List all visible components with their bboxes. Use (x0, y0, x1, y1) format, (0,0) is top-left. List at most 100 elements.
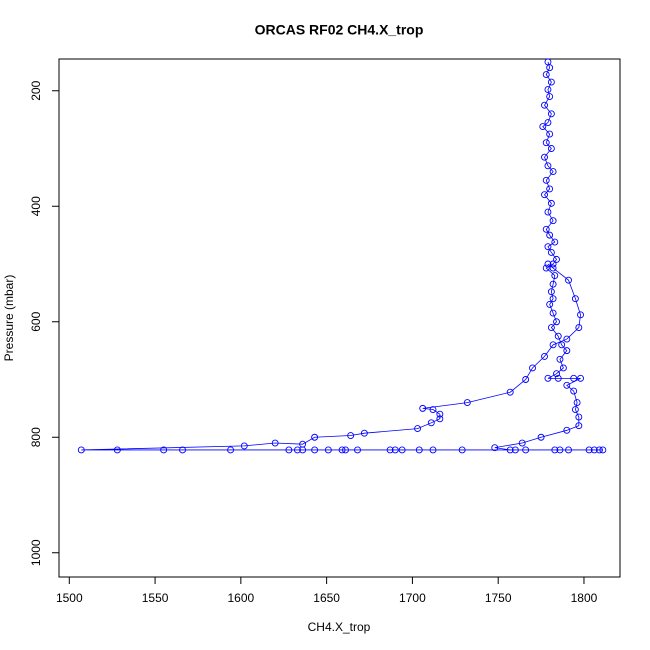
data-point (271, 439, 279, 447)
data-point (541, 153, 548, 161)
data-point (546, 185, 554, 193)
y-tick-label: 200 (29, 80, 43, 100)
data-point (436, 415, 444, 423)
y-axis-label: Pressure (mbar) (2, 275, 16, 362)
data-point (565, 446, 572, 454)
data-point (542, 71, 550, 79)
y-tick-label: 600 (29, 311, 43, 331)
data-point (546, 300, 554, 308)
data-point (491, 444, 499, 452)
data-point (547, 249, 555, 256)
data-point (429, 406, 437, 413)
data-point (227, 446, 235, 454)
x-tick-label: 1800 (571, 591, 598, 605)
data-point (547, 288, 555, 296)
data-point (414, 425, 422, 433)
data-point (294, 446, 301, 454)
data-point (590, 446, 598, 454)
y-tick-label: 800 (29, 427, 43, 447)
data-point (542, 176, 550, 184)
data-point (285, 446, 293, 454)
data-point (553, 255, 560, 263)
data-point (311, 446, 319, 454)
data-point (551, 272, 559, 280)
data-point (518, 439, 526, 447)
data-point (570, 387, 578, 395)
data-point (544, 162, 552, 170)
data-point (575, 422, 583, 430)
data-point (563, 335, 571, 343)
y-tick-label: 400 (29, 196, 43, 216)
data-point (311, 433, 319, 441)
data-point (595, 446, 603, 454)
data-point (554, 374, 562, 382)
data-point (436, 410, 444, 418)
data-point (77, 446, 85, 454)
data-point (553, 318, 560, 326)
plot-frame (58, 58, 621, 578)
data-point (542, 264, 550, 272)
data-point (547, 199, 555, 207)
x-tick-label: 1500 (56, 591, 83, 605)
data-point (547, 145, 555, 152)
data-point (347, 432, 355, 439)
data-point (544, 374, 552, 382)
data-point (541, 101, 548, 109)
data-point (549, 264, 557, 272)
data-point (547, 78, 555, 86)
data-point (419, 404, 427, 412)
data-point (240, 442, 248, 450)
data-point (585, 446, 593, 454)
data-point (575, 413, 583, 421)
data-point (544, 260, 552, 268)
data-point (563, 347, 571, 355)
chart-title: ORCAS RF02 CH4.X_trop (255, 22, 424, 38)
data-point (599, 446, 607, 454)
data-point (573, 399, 581, 407)
data-point (522, 446, 530, 454)
x-tick-label: 1550 (142, 591, 169, 605)
data-point (386, 446, 394, 454)
data-point (539, 123, 547, 131)
data-point (463, 399, 471, 407)
data-point (342, 446, 349, 454)
data-point (558, 341, 566, 349)
data-point (571, 406, 579, 413)
data-point (549, 217, 557, 225)
data-point (553, 370, 560, 378)
data-point (506, 446, 514, 454)
data-point (546, 64, 554, 72)
data-point (522, 376, 530, 383)
data-point (179, 446, 186, 454)
data-point (427, 419, 435, 427)
data-point (415, 446, 423, 454)
data-point (506, 388, 514, 396)
data-point (556, 446, 564, 454)
data-point (542, 225, 550, 233)
x-tick-label: 1600 (228, 591, 255, 605)
data-point (554, 332, 562, 340)
data-point (571, 295, 579, 303)
data-point (360, 429, 368, 437)
data-point (546, 130, 554, 138)
data-point (549, 341, 557, 349)
data-point (575, 324, 583, 331)
data-point (391, 446, 399, 454)
data-point (544, 243, 552, 251)
data-point (458, 446, 466, 454)
data-line (81, 61, 603, 451)
data-point (541, 191, 548, 199)
data-point (549, 280, 557, 288)
data-point (549, 309, 557, 317)
data-point (544, 86, 552, 94)
data-point (113, 446, 121, 454)
data-point (547, 110, 555, 118)
data-point (551, 446, 559, 454)
data-point (556, 355, 564, 363)
data-point (546, 93, 554, 100)
data-point (549, 168, 557, 176)
data-point (354, 446, 361, 454)
data-point (570, 374, 578, 382)
data-point (511, 446, 519, 454)
